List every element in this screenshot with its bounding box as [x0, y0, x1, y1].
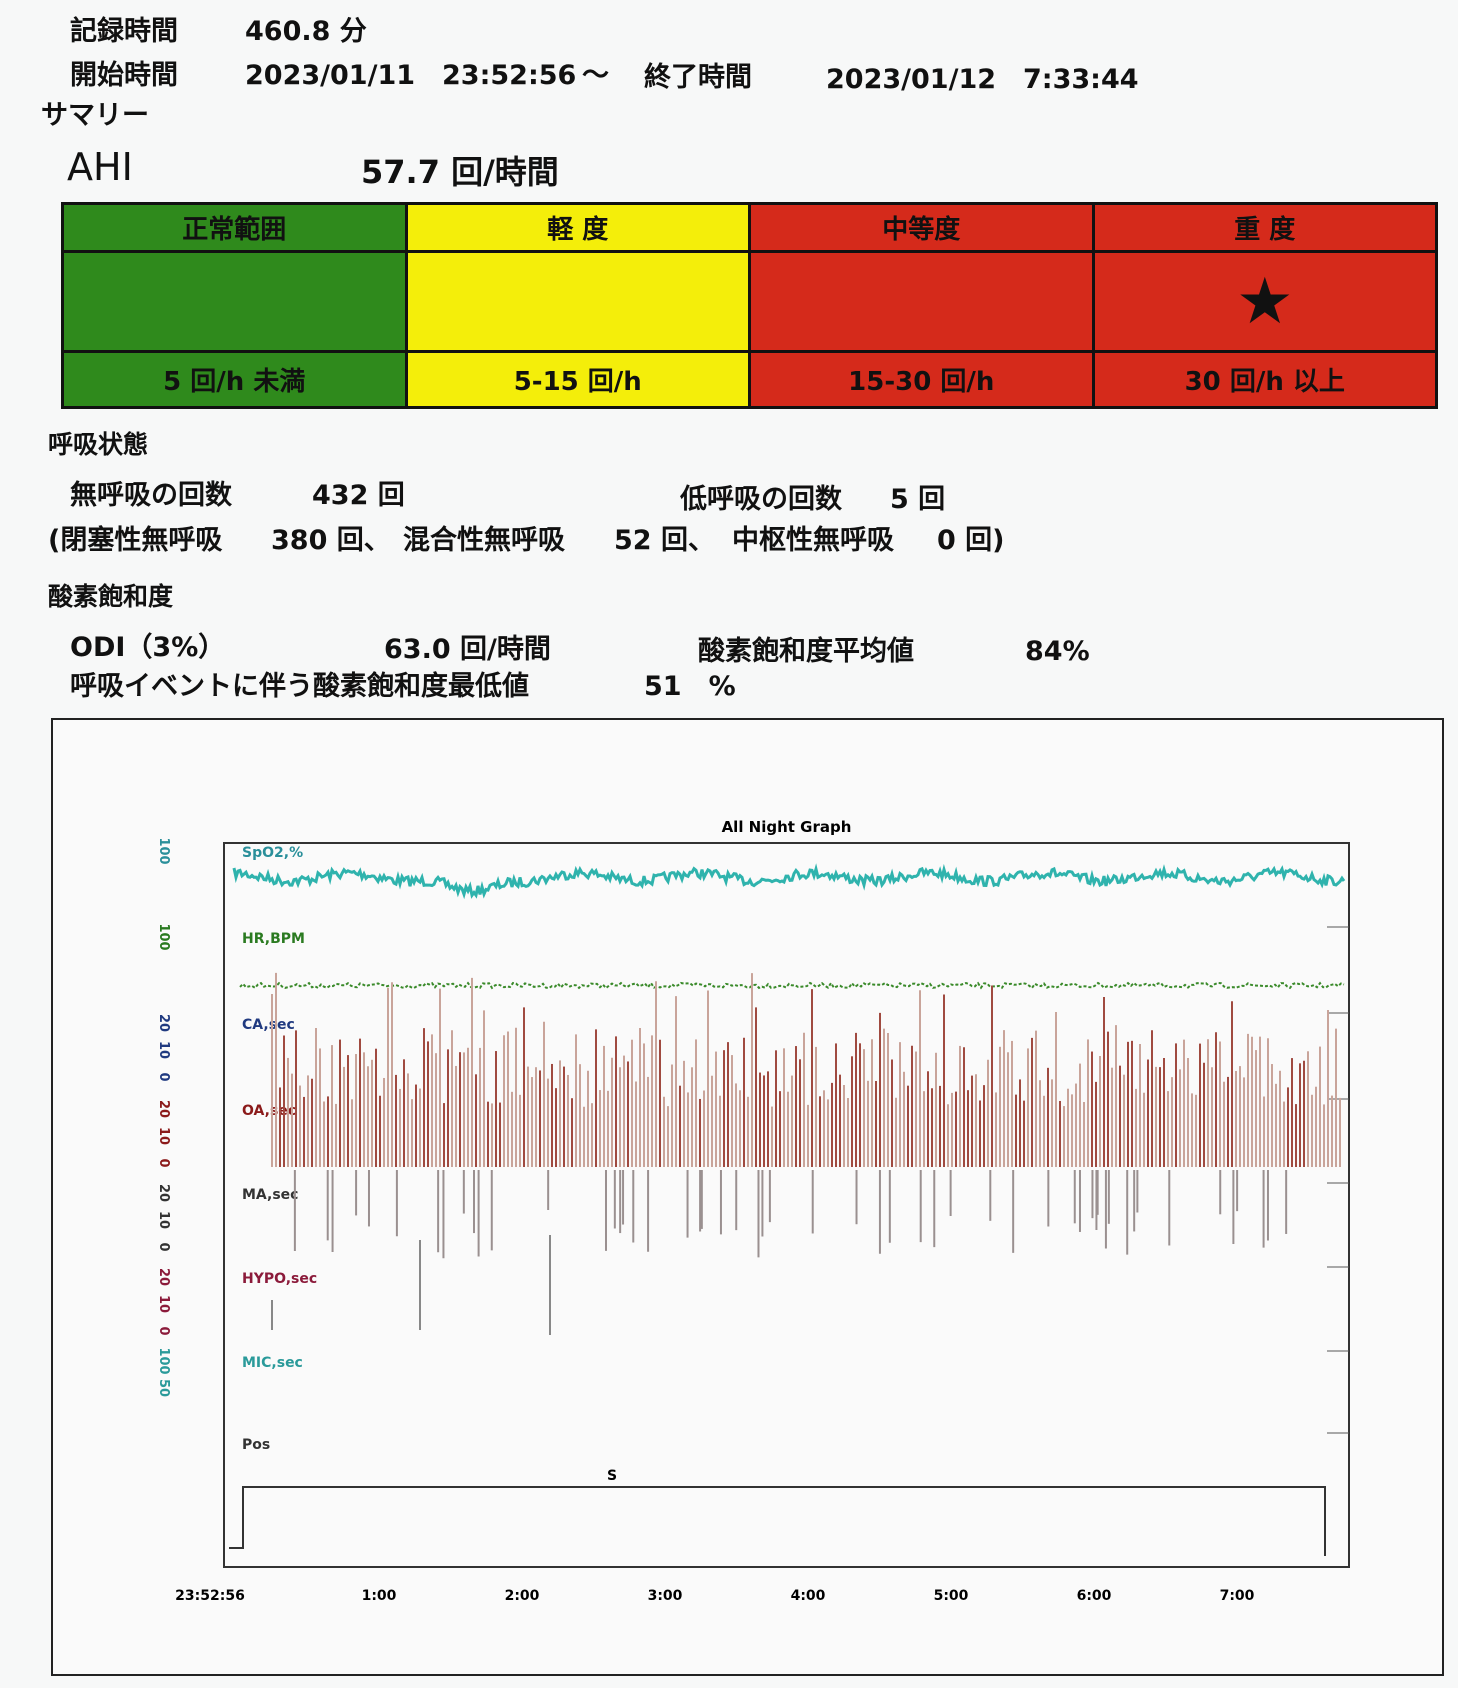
channel-tick: 10: [156, 1295, 171, 1313]
channel-tick: 50: [156, 1379, 171, 1397]
channel-tick: 20: [156, 1268, 171, 1286]
channel-tick: 0: [156, 1072, 171, 1081]
channel-tick: 0: [156, 1158, 171, 1167]
x-tick-label: 7:00: [1220, 1588, 1255, 1604]
channel-tick: 0: [156, 1326, 171, 1335]
all-night-graph: All Night GraphSpO2,%100HR,BPM100CA,sec2…: [0, 0, 1458, 1688]
channel-tick: 10: [156, 1041, 171, 1059]
channel-tick: 20: [156, 1100, 171, 1118]
channel-tick: 0: [156, 1242, 171, 1251]
x-tick-label: 23:52:56: [175, 1588, 245, 1604]
channel-label: CA,sec: [242, 1017, 295, 1033]
channel-label: MIC,sec: [242, 1355, 303, 1371]
x-tick-label: 5:00: [934, 1588, 969, 1604]
x-tick-label: 1:00: [362, 1588, 397, 1604]
graph-title: All Night Graph: [722, 818, 852, 836]
x-tick-label: 4:00: [791, 1588, 826, 1604]
x-tick-label: 6:00: [1077, 1588, 1112, 1604]
channel-label: MA,sec: [242, 1187, 298, 1203]
channel-tick: 100: [156, 837, 171, 864]
channel-tick: 100: [156, 1347, 171, 1374]
report-page: 記録時間 460.8 分 開始時間 2023/01/11 23:52:56 ～ …: [0, 0, 1458, 1688]
channel-tick: 10: [156, 1211, 171, 1229]
channel-label: SpO2,%: [242, 845, 303, 861]
channel-tick: 20: [156, 1014, 171, 1032]
x-tick-label: 3:00: [648, 1588, 683, 1604]
channel-label: HYPO,sec: [242, 1271, 317, 1287]
x-tick-label: 2:00: [505, 1588, 540, 1604]
channel-label: Pos: [242, 1437, 270, 1453]
channel-label: HR,BPM: [242, 931, 305, 947]
pos-marker: S: [607, 1468, 617, 1484]
channel-tick: 100: [156, 923, 171, 950]
channel-tick: 20: [156, 1184, 171, 1202]
channel-tick: 10: [156, 1127, 171, 1145]
